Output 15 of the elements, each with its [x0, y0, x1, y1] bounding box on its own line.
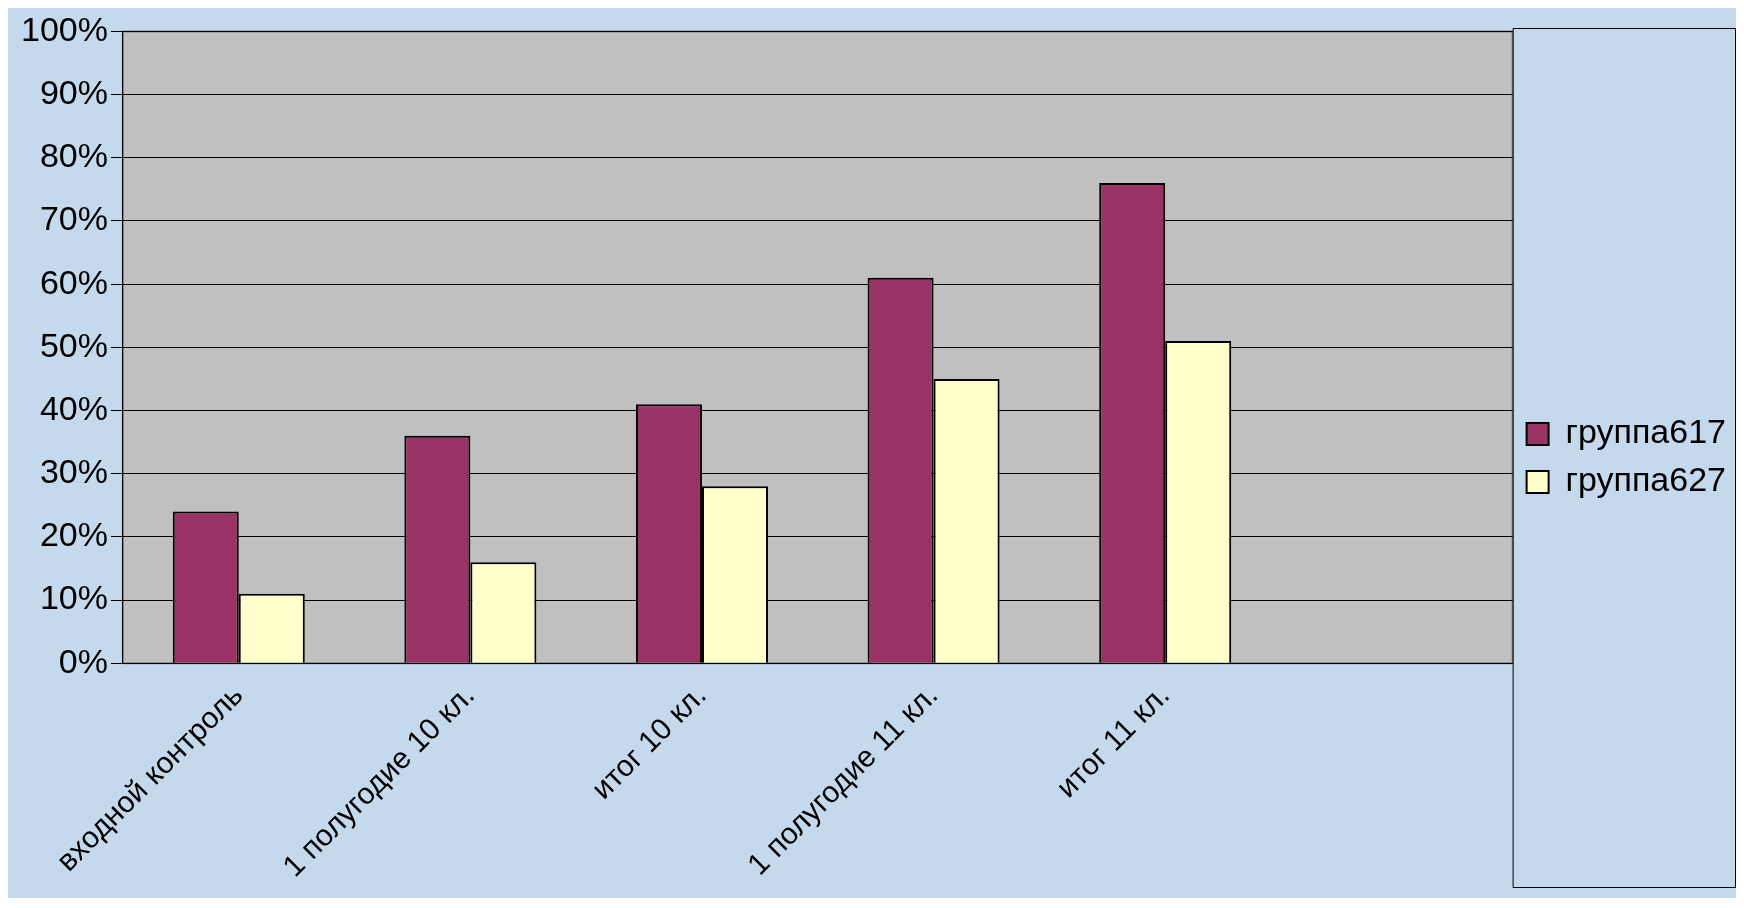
y-tick-label: 10% — [39, 578, 108, 617]
y-tick-label: 20% — [39, 515, 108, 554]
x-tick-label: итог 10 кл. — [584, 677, 713, 806]
legend-label: группа617 — [1565, 412, 1726, 451]
y-tick-label: 30% — [39, 452, 108, 491]
y-tick-label: 0% — [58, 641, 108, 680]
legend-label: группа627 — [1565, 460, 1726, 499]
y-tick-label: 70% — [39, 199, 108, 238]
y-tick-label: 100% — [20, 9, 108, 48]
y-tick-label: 60% — [39, 262, 108, 301]
y-tick-label: 90% — [39, 72, 108, 111]
y-tick-label: 50% — [39, 325, 108, 364]
x-tick-label: итог 11 кл. — [1049, 677, 1176, 804]
y-tick-label: 40% — [39, 388, 108, 427]
y-tick-label: 80% — [39, 136, 108, 175]
